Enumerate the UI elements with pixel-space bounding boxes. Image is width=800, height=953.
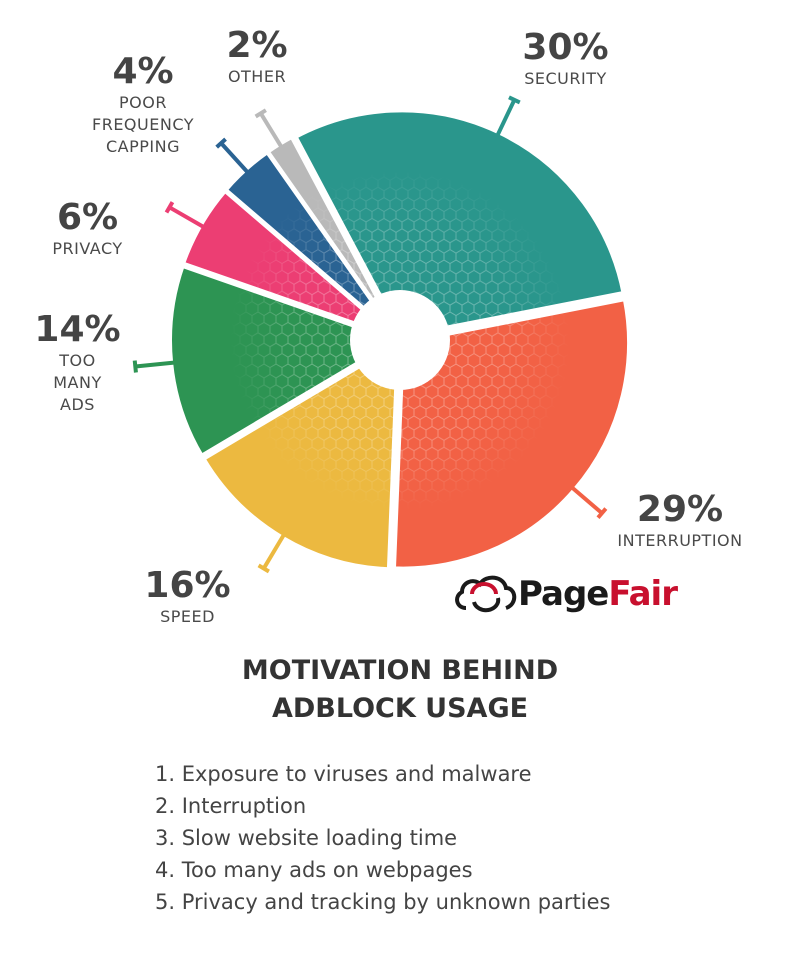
list-item: 1. Exposure to viruses and malware: [155, 762, 532, 786]
value-label: 2%: [226, 25, 288, 66]
leader-line: [164, 201, 206, 230]
donut-hole: [350, 290, 450, 390]
value-label: 30%: [522, 27, 609, 68]
donut-chart: [132, 95, 631, 574]
category-label: TOO MANY ADS: [53, 351, 102, 414]
value-label: 14%: [34, 309, 121, 350]
pagefair-logo: Page Fair: [452, 572, 678, 616]
value-label: 29%: [636, 489, 724, 530]
leader-line: [570, 485, 608, 520]
label-poor-frequency-capping: 4% POOR FREQUENCY CAPPING: [78, 52, 208, 158]
cloud-sync-icon: [455, 575, 517, 613]
reasons-list: 1. Exposure to viruses and malware 2. In…: [155, 758, 611, 918]
logo-text-fair: Fair: [608, 574, 678, 614]
leader-line: [257, 533, 286, 574]
label-speed: 16% SPEED: [140, 566, 235, 628]
list-item: 5. Privacy and tracking by unknown parti…: [155, 890, 611, 914]
category-label: OTHER: [227, 67, 287, 86]
value-label: 6%: [56, 197, 119, 238]
category-label: SPEED: [160, 607, 215, 626]
value-label: 4%: [112, 51, 174, 92]
category-label: POOR FREQUENCY CAPPING: [92, 93, 194, 156]
leader-line: [495, 95, 521, 137]
title-line: MOTIVATION BEHIND: [241, 655, 559, 686]
leader-line: [254, 108, 284, 149]
list-item: 2. Interruption: [155, 794, 307, 818]
leader-line: [132, 360, 176, 373]
title-line: ADBLOCK USAGE: [271, 693, 529, 724]
logo-text-page: Page: [518, 574, 609, 614]
list-item: 3. Slow website loading time: [155, 826, 458, 850]
chart-title: MOTIVATION BEHIND ADBLOCK USAGE: [0, 652, 800, 728]
value-label: 16%: [144, 565, 231, 606]
category-label: INTERRUPTION: [617, 531, 743, 550]
category-label: SECURITY: [524, 69, 607, 88]
label-privacy: 6% PRIVACY: [40, 198, 135, 260]
label-other: 2% OTHER: [212, 26, 302, 88]
label-too-many-ads: 14% TOO MANY ADS: [30, 310, 125, 416]
list-item: 4. Too many ads on webpages: [155, 858, 473, 882]
category-label: PRIVACY: [52, 239, 123, 258]
label-interruption: 29% INTERRUPTION: [605, 490, 755, 552]
leader-line: [215, 137, 250, 175]
label-security: 30% SECURITY: [508, 28, 623, 90]
